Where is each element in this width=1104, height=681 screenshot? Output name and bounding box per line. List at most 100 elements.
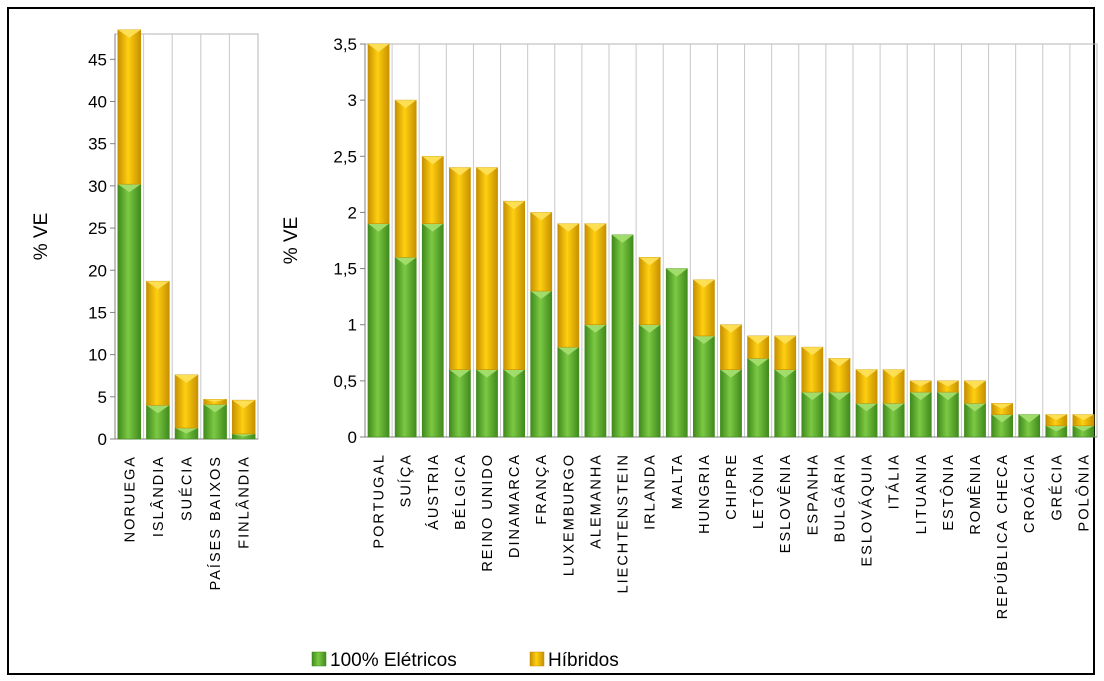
right-bar-bevel-electric	[1045, 425, 1067, 432]
right-bar-bevel-hybrid	[367, 44, 390, 52]
right-bar-bevel-electric	[883, 403, 905, 412]
right-bar-electric-suica	[394, 257, 417, 438]
right-bar-electric-liechtenstein	[611, 234, 634, 438]
right-bar-electric-reino-unido	[476, 369, 498, 438]
right-bar-bevel-hybrid	[720, 324, 742, 333]
right-y-tick-label: 3	[348, 91, 357, 110]
left-category-label-suecia: SUÉCIA	[179, 455, 196, 521]
left-category-label-finlandia: FINLÂNDIA	[236, 455, 253, 549]
right-bar-electric-luxemburgo	[557, 346, 580, 438]
legend-label-electric: 100% Elétricos	[330, 650, 457, 671]
right-bar-bevel-hybrid	[774, 335, 796, 344]
right-category-label-republica-checa: REPÚBLICA CHECA	[994, 453, 1011, 619]
right-bar-hybrid-suica	[394, 99, 417, 258]
left-bar-hybrid-noruega	[117, 29, 142, 185]
right-bar-bevel-hybrid	[855, 369, 878, 378]
right-category-label-estonia: ESTÔNIA	[940, 453, 957, 531]
left-bar-hybrid-islandia	[146, 280, 170, 406]
right-bar-bevel-hybrid	[1072, 414, 1095, 421]
right-category-label-reino-unido: REINO UNIDO	[480, 453, 496, 572]
right-bar-bevel-hybrid	[395, 100, 417, 109]
left-y-tick-label: 40	[88, 93, 107, 112]
right-category-label-chipre: CHIPRE	[724, 453, 740, 520]
right-bar-electric-malta	[665, 268, 688, 438]
right-bar-electric-portugal	[367, 223, 390, 438]
right-bar-bevel-hybrid	[964, 380, 986, 389]
right-y-tick-label: 1	[348, 316, 357, 335]
right-bar-bevel-electric	[991, 414, 1013, 423]
right-bar-bevel-electric	[910, 392, 932, 401]
left-bar-bevel-electric	[232, 433, 256, 437]
right-bar-bevel-hybrid	[503, 201, 525, 210]
left-y-tick-label: 30	[88, 177, 107, 196]
right-bar-bevel-hybrid	[883, 369, 905, 378]
legend-swatch-electric	[311, 651, 327, 667]
left-bar-electric-noruega	[117, 183, 142, 440]
right-y-tick-label: 3,5	[333, 35, 357, 54]
right-bar-bevel-electric	[584, 324, 607, 333]
right-y-axis-title: % VE	[281, 217, 302, 265]
right-bar-bevel-hybrid	[422, 156, 444, 165]
left-y-tick-label: 10	[88, 346, 107, 365]
right-category-label-eslovaquia: ESLOVÁQUIA	[859, 453, 876, 566]
right-category-label-malta: MALTA	[670, 453, 686, 509]
left-bar-bevel-hybrid	[203, 399, 227, 402]
right-bar-hybrid-dinamarca	[503, 200, 525, 370]
right-bar-bevel-hybrid	[557, 223, 579, 232]
right-category-label-hungria: HUNGRIA	[697, 453, 713, 534]
left-y-tick-label: 20	[88, 261, 107, 280]
right-category-label-italia: ITÁLIA	[886, 453, 903, 509]
left-bar-bevel-electric	[146, 405, 170, 414]
right-category-label-polonia: POLÔNIA	[1075, 453, 1092, 531]
right-bar-bevel-hybrid	[584, 223, 607, 232]
right-bar-electric-alemanha	[584, 324, 607, 438]
right-y-tick-label: 0,5	[333, 372, 357, 391]
right-bar-bevel-hybrid	[937, 380, 959, 387]
right-bar-bevel-hybrid	[828, 358, 851, 367]
right-bar-bevel-hybrid	[530, 212, 552, 221]
right-category-label-dinamarca: DINAMARCA	[507, 453, 523, 558]
left-category-label-noruega: NORUEGA	[122, 455, 138, 542]
right-category-label-romenia: ROMÊNIA	[967, 453, 984, 535]
left-bar-bevel-hybrid	[175, 374, 198, 383]
legend-swatch-hybrid	[529, 651, 545, 667]
left-y-tick-label: 0	[98, 430, 107, 449]
right-bar-bevel-electric	[449, 369, 471, 378]
right-bar-hybrid-belgica	[449, 167, 471, 370]
right-bar-bevel-electric	[855, 403, 878, 412]
right-category-label-suica: SUÍÇA	[398, 453, 415, 507]
right-bar-hybrid-austria	[421, 155, 444, 224]
left-bar-bevel-electric	[203, 404, 227, 413]
right-bar-electric-austria	[421, 223, 444, 438]
right-bar-bevel-electric	[611, 234, 634, 243]
right-category-label-lituania: LITUANIA	[914, 453, 930, 534]
right-bar-bevel-electric	[720, 369, 742, 378]
right-bar-bevel-electric	[828, 392, 851, 401]
right-bar-bevel-electric	[666, 268, 688, 277]
right-category-label-espanha: ESPANHA	[805, 453, 821, 535]
right-bar-electric-letonia	[747, 358, 769, 438]
right-bar-bevel-hybrid	[1045, 414, 1067, 421]
left-y-tick-label: 35	[88, 135, 107, 154]
left-y-tick-label: 15	[88, 303, 107, 322]
right-y-tick-label: 0	[348, 428, 357, 447]
right-bar-bevel-hybrid	[747, 335, 769, 344]
chart-frame	[7, 7, 1095, 675]
right-category-label-portugal: PORTUGAL	[372, 453, 388, 549]
right-bar-electric-dinamarca	[503, 369, 525, 438]
right-bar-bevel-electric	[367, 223, 390, 232]
left-category-label-paises-baixos: PAÍSES BAIXOS	[207, 455, 224, 590]
right-category-label-luxemburgo: LUXEMBURGO	[561, 453, 577, 576]
right-y-tick-label: 1,5	[333, 260, 357, 279]
right-bar-hybrid-luxemburgo	[557, 223, 580, 348]
left-bar-bevel-electric	[117, 184, 141, 193]
right-bar-bevel-electric	[530, 291, 552, 300]
right-bar-electric-chipre	[720, 369, 742, 438]
right-bar-bevel-electric	[503, 369, 525, 378]
right-bar-electric-belgica	[449, 369, 471, 438]
right-bar-bevel-electric	[395, 257, 417, 266]
right-bar-bevel-electric	[476, 369, 498, 378]
left-bar-bevel-hybrid	[232, 400, 256, 409]
right-category-label-franca: FRANÇA	[534, 453, 550, 525]
